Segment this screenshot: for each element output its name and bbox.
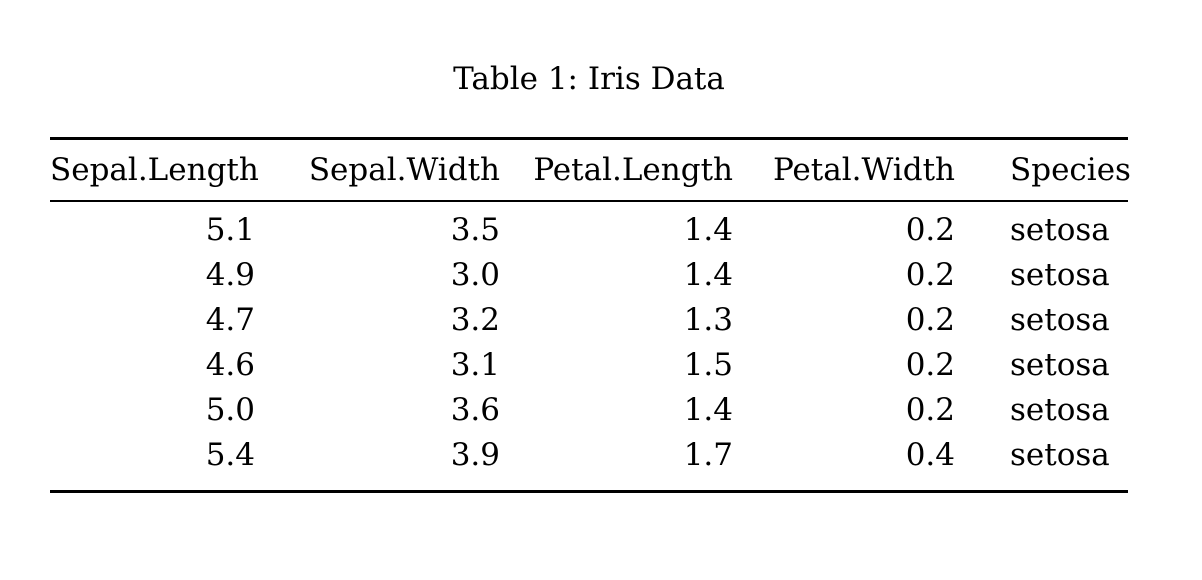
table-cell: setosa [1010,302,1110,338]
table-cell: 0.2 [905,302,955,338]
table-row: 5.4 3.9 1.7 0.4 setosa [50,427,1128,472]
table-row: 4.7 3.2 1.3 0.2 setosa [50,292,1128,337]
table-cell: 1.7 [683,437,733,473]
table-cell: 5.0 [205,392,255,428]
table-cell: setosa [1010,392,1110,428]
table-cell: 3.6 [450,392,500,428]
table-cell: 0.2 [905,347,955,383]
table-cell: setosa [1010,437,1110,473]
table-cell: 1.4 [683,212,733,248]
table-header: Sepal.Length Sepal.Width Petal.Length Petal… [50,140,1131,202]
table-cell: setosa [1010,347,1110,383]
table-cell: 0.2 [905,257,955,293]
table-cell: 3.9 [450,437,500,473]
table-row: 4.9 3.0 1.4 0.2 setosa [50,247,1128,292]
header-row: Sepal.Length Sepal.Width Petal.Length Petal… [50,140,1131,202]
table-cell: setosa [1010,212,1110,248]
table-cell: 4.7 [205,302,255,338]
table-cell: 1.4 [683,392,733,428]
table-cell: 4.9 [205,257,255,293]
column-header-sepal-length: Sepal.Length [50,140,259,202]
table-cell: 0.2 [905,212,955,248]
table-cell: 0.4 [905,437,955,473]
table-row: 5.0 3.6 1.4 0.2 setosa [50,382,1128,427]
table-cell: 1.4 [683,257,733,293]
table-cell: 4.6 [205,347,255,383]
table-row: 5.1 3.5 1.4 0.2 setosa [50,202,1128,247]
column-header-species: Species [955,140,1131,202]
table-cell: 3.5 [450,212,500,248]
table-cell: 0.2 [905,392,955,428]
table-cell: 3.1 [450,347,500,383]
table-row: 4.6 3.1 1.5 0.2 setosa [50,337,1128,382]
column-header-petal-width: Petal.Width [733,140,955,202]
table-caption: Table 1: Iris Data [453,61,725,97]
table-cell: 5.4 [205,437,255,473]
table-body: 5.1 3.5 1.4 0.2 setosa 4.9 3.0 1.4 0.2 setosa 4.7 3… [50,202,1128,472]
table-cell: 1.3 [683,302,733,338]
column-header-petal-length: Petal.Length [500,140,733,202]
table-cell: 3.2 [450,302,500,338]
iris-data-table: Sepal.Length Sepal.Width Petal.Length Petal… [50,137,1131,493]
table-cell: 5.1 [205,212,255,248]
table-cell: setosa [1010,257,1110,293]
table-cell: 1.5 [683,347,733,383]
column-header-sepal-width: Sepal.Width [255,140,500,202]
table-cell: 3.0 [450,257,500,293]
